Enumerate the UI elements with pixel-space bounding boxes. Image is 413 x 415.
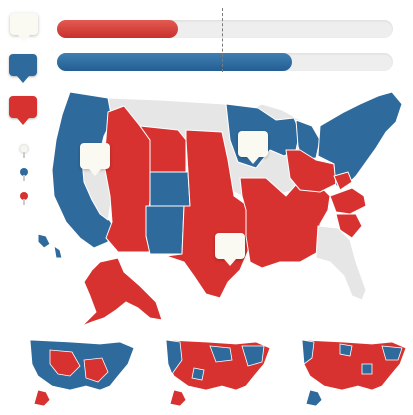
mini-map-red-region <box>83 357 109 383</box>
map-region-alaska <box>81 257 163 327</box>
mini-map-alaska <box>305 389 323 407</box>
map-region-michigan <box>295 119 321 161</box>
map-region-new-mexico <box>145 205 185 255</box>
map-region-hawaii <box>37 233 63 259</box>
mini-map-alaska <box>33 389 51 407</box>
mini-map-2 <box>165 339 271 407</box>
blue-pin-icon <box>20 168 28 181</box>
mini-map-blue-region <box>165 339 183 375</box>
mini-map-blue-region <box>209 345 233 363</box>
mini-map-blue-region <box>361 363 373 375</box>
mini-map-blue-region <box>191 367 205 381</box>
white-pin-icon <box>20 145 28 158</box>
map-region-west-virginia <box>333 171 353 191</box>
mini-map-blue-region <box>339 343 353 357</box>
red-marker-icon <box>9 96 37 125</box>
red-pin-icon <box>20 192 28 205</box>
mini-map-blue-region <box>301 339 315 365</box>
map-region-south-carolina <box>335 213 363 239</box>
map-region-southeast-mixed <box>329 187 367 215</box>
callout-marker-icon[interactable] <box>215 233 245 266</box>
mini-map-red-region <box>49 349 81 377</box>
mini-map-blue-region <box>241 345 265 367</box>
map-region-northeast-blue <box>317 91 403 187</box>
red-progress-track <box>57 20 393 38</box>
callout-marker-icon[interactable] <box>80 143 110 176</box>
map-region-florida-gray <box>315 225 367 301</box>
mini-map-alaska <box>169 389 187 407</box>
red-progress-fill <box>57 20 178 38</box>
callout-marker-icon[interactable] <box>238 131 268 164</box>
mini-map-base <box>29 339 135 391</box>
majority-midline <box>222 8 223 72</box>
mini-map-blue-region <box>381 345 403 361</box>
blue-progress-fill <box>57 53 293 71</box>
mini-map-3 <box>301 339 407 407</box>
blue-marker-icon <box>9 54 37 83</box>
white-marker-icon <box>10 13 38 42</box>
mini-map-1 <box>29 339 135 407</box>
blue-progress-track <box>57 53 393 71</box>
mini-map-base <box>301 339 407 391</box>
map-region-colorado <box>149 171 191 207</box>
